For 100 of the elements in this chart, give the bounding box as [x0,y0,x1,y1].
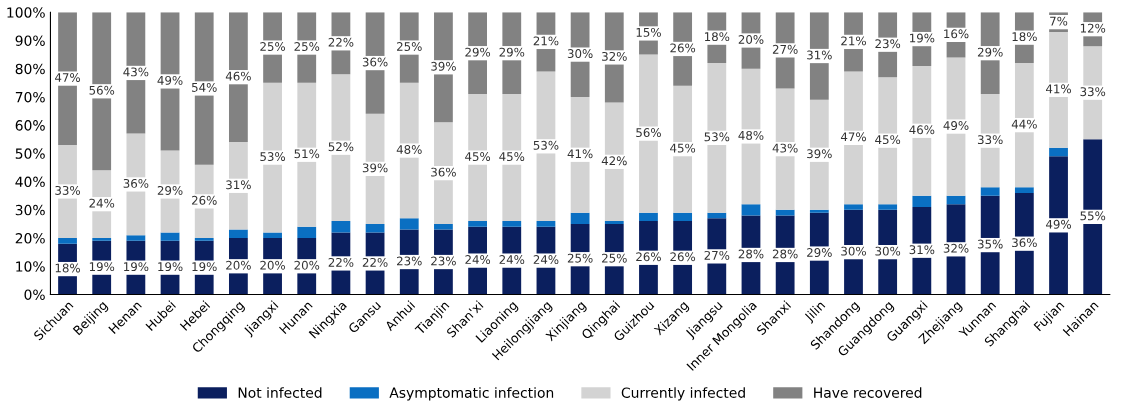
data-label: 23% [431,256,456,266]
data-label: 30% [841,246,866,256]
data-label: 25% [294,42,320,51]
data-label: 44% [1011,119,1037,129]
data-label: 46% [909,125,935,135]
data-label: 49% [157,75,183,85]
data-label: 23% [397,256,422,266]
data-label: 56% [636,128,661,138]
data-label: 26% [670,43,696,53]
data-label: 39% [362,163,388,173]
data-label: 29% [465,47,491,57]
data-label: 12% [1080,23,1106,33]
legend-label: Currently infected [621,387,745,401]
data-label: 55% [1080,211,1106,221]
legend-label: Not infected [238,387,322,398]
data-label: 15% [636,27,661,37]
data-label: 29% [977,47,1003,57]
y-tick-label: 10% [16,261,45,272]
data-label: 43% [123,67,149,77]
data-label: 36% [123,178,149,188]
data-label: 18% [55,263,80,273]
data-label: 53% [260,152,286,162]
data-label: 53% [533,140,559,150]
y-tick-label: 30% [15,204,45,216]
data-label: 30% [875,246,901,256]
data-label: 26% [670,252,696,262]
data-label: 36% [1012,238,1037,248]
data-label: 45% [670,143,696,153]
data-label: 22% [362,257,388,267]
data-label: 54% [192,82,217,92]
data-label: 33% [977,135,1003,145]
data-label: 53% [704,132,730,142]
data-label: 47% [840,132,866,142]
data-label: 22% [328,257,354,267]
data-label: 39% [807,149,832,159]
data-label: 33% [1080,87,1106,97]
y-tick-label: 20% [15,233,45,244]
data-label: 19% [124,262,149,272]
y-tick-label: 70% [15,91,45,103]
data-label: 20% [260,260,286,270]
legend-label: Have recovered [814,387,922,398]
data-label: 32% [602,51,627,61]
y-tick-label: 100% [7,7,45,18]
data-label: 25% [260,42,286,51]
data-label: 29% [807,248,832,257]
data-label: 24% [499,255,525,265]
data-label: 21% [841,36,866,46]
data-label: 19% [910,33,935,43]
data-label: 45% [875,135,901,145]
data-label: 27% [704,250,730,260]
data-label: 18% [704,32,730,42]
data-label: 45% [465,152,491,162]
data-label: 26% [636,252,661,262]
y-tick-label: 0% [24,289,45,300]
data-label: 41% [567,149,593,159]
data-label: 33% [55,185,80,195]
data-label: 20% [738,34,764,44]
data-label: 7% [1050,16,1068,26]
data-label: 47% [54,73,80,83]
data-label: 39% [431,61,456,71]
data-label: 16% [944,29,969,39]
data-label: 48% [738,130,764,140]
data-label: 32% [943,243,969,253]
data-label: 19% [158,262,183,272]
data-label: 21% [533,36,559,46]
data-label: 24% [465,255,491,265]
data-label: 56% [89,85,115,95]
data-label: 29% [157,185,183,195]
y-tick-label: 40% [15,176,45,188]
data-label: 19% [192,262,217,272]
data-label: 27% [772,44,798,54]
legend-label: Asymptomatic infection [389,387,554,401]
data-label: 52% [328,142,354,152]
data-label: 36% [362,57,388,67]
data-label: 23% [875,39,901,49]
data-label: 24% [533,255,559,265]
data-label: 18% [1012,32,1037,42]
data-label: 25% [602,253,627,263]
data-label: 49% [1045,219,1071,229]
data-label: 31% [807,50,832,60]
data-label: 26% [191,195,217,205]
data-label: 45% [499,152,525,162]
data-label: 20% [294,260,320,270]
data-label: 41% [1045,84,1071,94]
data-label: 31% [226,180,251,190]
data-label: 28% [772,249,798,259]
data-label: 25% [567,253,593,263]
data-label: 29% [499,47,525,57]
data-label: 19% [89,262,115,272]
data-label: 43% [772,143,798,153]
data-label: 49% [943,121,969,130]
data-label: 36% [431,167,456,177]
data-label: 24% [89,198,115,208]
data-label: 31% [909,245,935,255]
y-tick-label: 60% [15,120,45,131]
data-label: 35% [977,239,1003,249]
data-label: 51% [294,149,320,159]
data-label: 20% [226,260,251,270]
y-tick-label: 80% [15,63,45,75]
data-label: 25% [397,42,422,51]
